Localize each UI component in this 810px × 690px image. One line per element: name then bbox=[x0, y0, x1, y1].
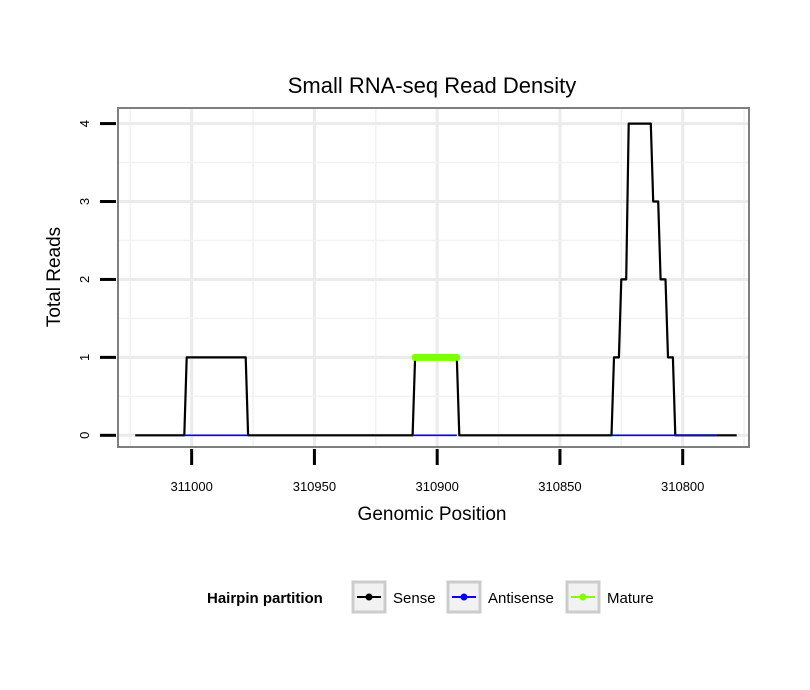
x-tick-label: 310950 bbox=[293, 479, 336, 494]
chart-title: Small RNA-seq Read Density bbox=[288, 73, 577, 98]
legend-key-point bbox=[460, 593, 468, 601]
legend-entry-mature: Mature bbox=[565, 580, 654, 614]
series-layer bbox=[135, 122, 737, 437]
y-axis: 0 1 2 3 4 bbox=[77, 120, 116, 439]
y-tick-label: 2 bbox=[77, 276, 92, 283]
plot-panel-border bbox=[117, 107, 750, 448]
x-tick-label: 310850 bbox=[538, 479, 581, 494]
grid bbox=[118, 108, 749, 447]
y-tick-label: 1 bbox=[77, 354, 92, 361]
x-tick-label: 310900 bbox=[415, 479, 458, 494]
y-axis-label: Total Reads bbox=[44, 227, 65, 327]
x-tick-label: 310800 bbox=[661, 479, 704, 494]
legend-label: Sense bbox=[393, 590, 436, 607]
y-tick-label: 3 bbox=[77, 198, 92, 205]
y-tick-label: 0 bbox=[77, 432, 92, 439]
legend-entry-antisense: Antisense bbox=[446, 580, 554, 614]
legend-entry-sense: Sense bbox=[351, 580, 436, 614]
x-axis: 311000 310950 310900 310850 310800 bbox=[170, 449, 704, 494]
legend-title: Hairpin partition bbox=[207, 590, 323, 607]
legend-key-point bbox=[365, 593, 373, 601]
legend-label: Antisense bbox=[488, 590, 554, 607]
legend-label: Mature bbox=[607, 590, 654, 607]
y-tick-label: 4 bbox=[77, 120, 92, 127]
x-axis-label: Genomic Position bbox=[358, 504, 507, 525]
legend-entries: Sense Antisense Mature bbox=[351, 580, 654, 614]
legend-key-point bbox=[579, 593, 587, 601]
x-tick-label: 311000 bbox=[170, 479, 212, 494]
legend: Hairpin partition Sense Antisense Mature bbox=[207, 580, 654, 614]
